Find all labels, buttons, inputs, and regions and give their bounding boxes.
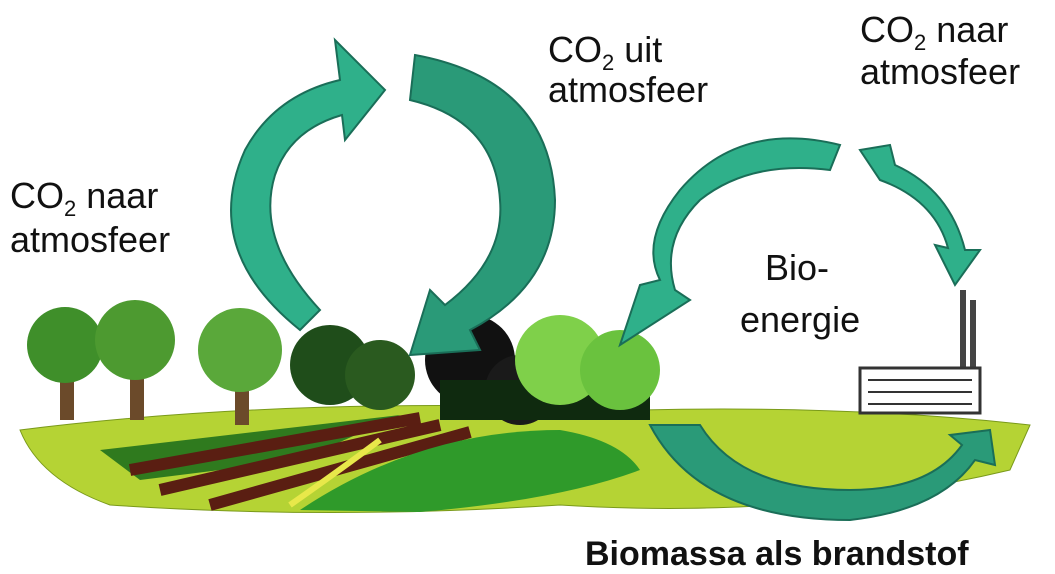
bio-label: Bio- [765,247,829,288]
label-main: CO [10,175,64,216]
label-sub: 2 [602,50,614,75]
arrow-chimney [858,143,982,287]
label-rest: naar [86,175,158,216]
arrow-down-right [408,53,557,357]
label: CO2 uit [548,29,662,75]
grass [288,437,382,508]
label-rest: uit [624,29,662,70]
arrow-bottom [648,424,997,522]
label-main: CO [548,29,602,70]
label-rest: naar [936,9,1008,50]
factory [858,290,982,415]
label-main: CO [860,9,914,50]
bio-label: energie [740,299,860,340]
trees-middle [425,315,660,425]
label: CO2 naar [860,9,1008,55]
label: CO2 naar [10,175,158,221]
caption: Biomassa als brandstof [585,535,969,573]
label-line2: atmosfeer [10,219,170,260]
arrow-up-left [230,37,387,332]
arrow-bio [618,137,842,348]
arrows [230,37,997,522]
trees-left [27,300,415,425]
label-line2: atmosfeer [860,51,1020,92]
crops [300,430,640,512]
label-line2: atmosfeer [548,69,708,110]
label-sub: 2 [64,196,76,221]
label-sub: 2 [914,30,926,55]
